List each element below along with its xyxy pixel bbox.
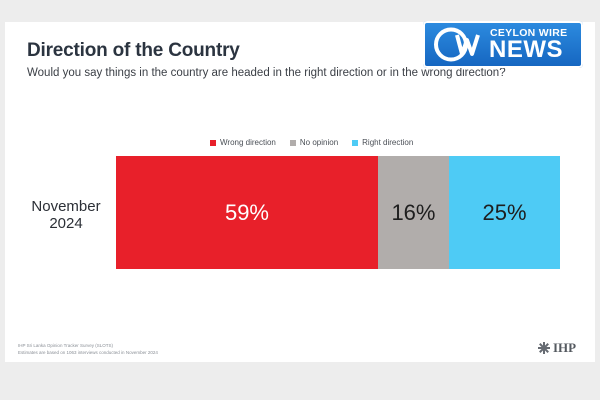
source-note: IHP Sri Lanka Opinion Tracker Survey (SL… (18, 342, 158, 356)
cw-logo-icon (434, 27, 480, 62)
category-label: November 2024 (20, 198, 112, 232)
category-label-line: November (31, 198, 101, 215)
legend-label-no-opinion: No opinion (299, 138, 339, 147)
legend-item-wrong-direction: Wrong direction (210, 138, 276, 147)
legend-item-no-opinion: No opinion (289, 138, 339, 147)
bar-segment-right-direction: 25% (449, 156, 560, 269)
category-label-line: 2024 (49, 215, 83, 232)
logo-main-text: NEWS (489, 36, 563, 63)
legend-swatch-right-direction (352, 139, 359, 146)
legend-swatch-no-opinion (289, 139, 296, 146)
ihp-logo: IHP (538, 340, 576, 356)
ihp-logo-text: IHP (553, 340, 577, 355)
chart-title: Direction of the Country (27, 40, 240, 61)
ceylon-wire-news-logo: CEYLON WIRE NEWS (423, 21, 583, 68)
source-line-1: IHP Sri Lanka Opinion Tracker Survey (SL… (18, 343, 113, 348)
chart-legend: Wrong direction No opinion Right direction (210, 138, 413, 147)
source-line-2: Estimates are based on 1063 interviews c… (18, 350, 158, 355)
legend-item-right-direction: Right direction (352, 138, 413, 147)
data-label-no-opinion: 16% (391, 199, 436, 225)
legend-label-right-direction: Right direction (362, 138, 414, 147)
bar-segment-no-opinion: 16% (377, 156, 449, 269)
data-label-right-direction: 25% (482, 199, 527, 225)
bar-segment-wrong-direction: 59% (116, 156, 378, 269)
legend-swatch-wrong-direction (210, 139, 216, 146)
legend-label-wrong-direction: Wrong direction (220, 138, 276, 147)
data-label-wrong-direction: 59% (224, 199, 269, 225)
logo-top-text: CEYLON WIRE (490, 27, 568, 39)
stacked-bar: 59% 16% 25% (116, 156, 560, 269)
ihp-emblem-icon (538, 342, 550, 354)
chart-subtitle: Would you say things in the country are … (27, 67, 506, 79)
